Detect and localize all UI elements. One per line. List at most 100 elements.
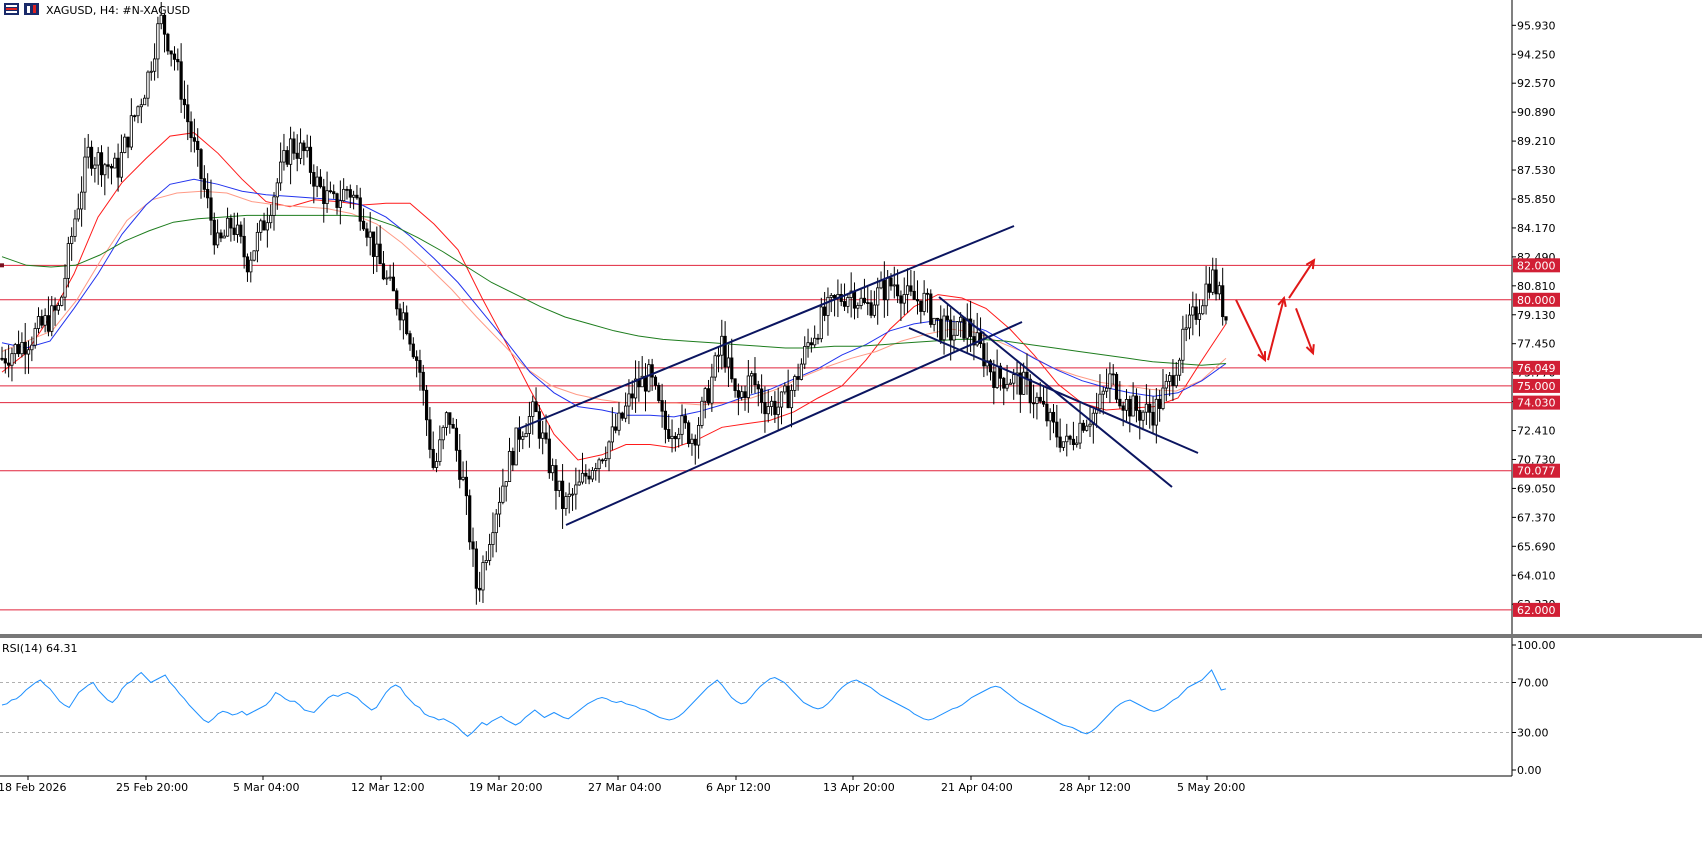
candle-body — [537, 411, 541, 439]
candle-body — [614, 426, 618, 431]
candle-body — [26, 349, 31, 355]
candle-body — [1201, 305, 1205, 315]
panel-separator[interactable] — [0, 634, 1702, 638]
trade-panel-icon[interactable] — [4, 3, 19, 15]
candle-body — [1008, 382, 1012, 385]
candle-body — [375, 243, 379, 257]
candle-body — [189, 121, 193, 139]
candle-body — [627, 393, 631, 407]
candle-body — [992, 371, 996, 388]
candle-body — [1151, 411, 1155, 426]
candle-body — [1177, 359, 1182, 376]
candle-body — [912, 290, 916, 300]
candle-body — [842, 301, 847, 307]
price-tick-label: 89.210 — [1517, 135, 1556, 148]
channel-line[interactable] — [938, 296, 1173, 488]
candle-body — [859, 297, 863, 306]
candle-body — [829, 295, 833, 298]
candle-body — [355, 194, 359, 199]
candle-body — [935, 317, 940, 320]
candle-body — [1078, 422, 1082, 444]
candle-body — [982, 343, 986, 367]
candle-body — [259, 220, 263, 233]
candle-body — [1174, 374, 1178, 387]
level-tag-label: 75.000 — [1517, 380, 1556, 393]
candle-body — [740, 391, 744, 398]
candle-body — [338, 200, 342, 208]
projection-arrows[interactable] — [1235, 258, 1316, 363]
candle-body — [988, 360, 993, 373]
candle-body — [902, 294, 906, 304]
candle-body — [1144, 403, 1148, 413]
candle-body — [342, 188, 346, 202]
candle-body — [308, 146, 313, 173]
candle-body — [229, 217, 233, 229]
candle-body — [159, 14, 163, 25]
projection-arrow[interactable] — [1267, 297, 1285, 361]
projection-arrow-head — [1277, 295, 1287, 308]
candle-body — [322, 186, 326, 204]
candle-body — [50, 305, 54, 332]
candle-body — [176, 58, 180, 63]
candle-body — [763, 402, 767, 415]
candle-body — [1114, 373, 1119, 400]
candle-body — [849, 290, 853, 298]
projection-arrow[interactable] — [1295, 308, 1314, 354]
candle-body — [905, 285, 910, 295]
candle-body — [282, 150, 286, 163]
candle-body — [418, 360, 422, 373]
candle-body — [1022, 371, 1026, 395]
candle-body — [856, 305, 860, 309]
candle-body — [932, 317, 936, 325]
candle-body — [564, 496, 568, 509]
rsi-panel[interactable]: RSI(14) 64.31 100.00 70.00 30.00 0.00 — [0, 638, 1556, 777]
projection-arrow[interactable] — [1235, 299, 1266, 361]
candle-body — [750, 373, 754, 377]
candle-body — [779, 391, 784, 408]
candle-body — [909, 285, 913, 292]
candle-body — [1168, 375, 1172, 382]
candle-body — [547, 438, 551, 474]
candle-body — [793, 376, 797, 391]
candle-body — [653, 376, 658, 386]
candle-body — [687, 422, 691, 445]
candle-body — [1118, 398, 1122, 407]
chart-type-icon[interactable] — [24, 3, 39, 15]
candle-body — [172, 53, 177, 60]
candle-body — [428, 419, 432, 450]
candle-body — [1055, 421, 1059, 438]
time-tick-label: 21 Apr 04:00 — [941, 781, 1013, 794]
candle-body — [471, 541, 475, 550]
candle-body — [590, 470, 595, 480]
level-price-tags: 82.000 80.000 76.049 75.000 74.030 70.077 62.0… — [1513, 258, 1560, 617]
time-tick-label: 19 Mar 20:00 — [469, 781, 542, 794]
candle-body — [20, 341, 24, 355]
candle-body — [478, 587, 482, 591]
candle-body — [249, 259, 253, 273]
candle-body — [886, 277, 890, 301]
trend-channels[interactable] — [517, 225, 1199, 526]
channel-line[interactable] — [565, 321, 1023, 526]
candle-body — [216, 232, 220, 246]
candle-body — [1091, 412, 1095, 425]
candle-body — [580, 472, 585, 483]
candle-body — [706, 388, 711, 404]
rsi-tick-label: 70.00 — [1517, 677, 1549, 690]
price-tick-label: 85.850 — [1517, 193, 1556, 206]
candle-body — [348, 189, 352, 198]
candle-body — [272, 196, 276, 216]
price-panel[interactable]: 95.930 94.250 92.570 90.890 89.210 87.530 85.8… — [0, 0, 1560, 636]
candle-body — [531, 401, 535, 417]
projection-arrow[interactable] — [1288, 259, 1315, 299]
candle-body — [3, 358, 7, 364]
candle-body — [892, 284, 896, 287]
candle-body — [129, 115, 133, 148]
candle-body — [361, 220, 366, 230]
candle-body — [192, 137, 196, 142]
candle-body — [620, 412, 624, 419]
candle-body — [1134, 395, 1139, 411]
channel-line[interactable] — [517, 225, 1015, 430]
candle-body — [624, 405, 628, 419]
